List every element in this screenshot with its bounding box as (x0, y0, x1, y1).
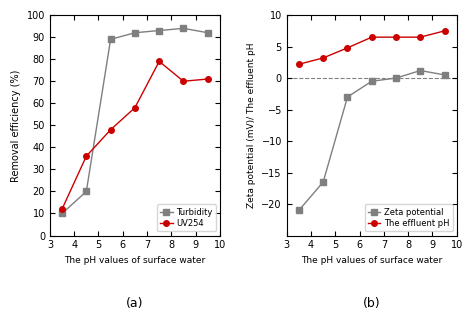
UV254 (181, 79, 186, 83)
Legend: Zeta potential, The effluent pH: Zeta potential, The effluent pH (365, 204, 453, 231)
Y-axis label: Removal efficiency (%): Removal efficiency (%) (11, 69, 21, 181)
Text: (a): (a) (126, 297, 144, 310)
Text: (b): (b) (363, 297, 381, 310)
Line: Turbidity: Turbidity (59, 25, 210, 216)
The effluent pH (393, 35, 399, 39)
The effluent pH (296, 62, 302, 66)
Y-axis label: Zeta potential (mV)/ The effluent pH: Zeta potential (mV)/ The effluent pH (247, 43, 256, 208)
The effluent pH (418, 35, 423, 39)
UV254 (156, 59, 162, 63)
Line: UV254: UV254 (59, 59, 210, 212)
UV254 (108, 128, 113, 132)
Line: Zeta potential: Zeta potential (296, 68, 447, 213)
X-axis label: The pH values of surface water: The pH values of surface water (64, 256, 206, 265)
Turbidity (132, 31, 138, 35)
The effluent pH (320, 56, 326, 60)
Line: The effluent pH: The effluent pH (296, 28, 447, 67)
Legend: Turbidity, UV254: Turbidity, UV254 (157, 204, 216, 231)
Zeta potential (296, 208, 302, 212)
The effluent pH (369, 35, 374, 39)
Zeta potential (393, 76, 399, 80)
Zeta potential (418, 69, 423, 72)
Turbidity (59, 212, 65, 215)
UV254 (59, 207, 65, 211)
Turbidity (83, 189, 89, 193)
UV254 (205, 77, 210, 81)
Zeta potential (369, 79, 374, 83)
Zeta potential (345, 95, 350, 99)
Turbidity (156, 28, 162, 32)
Zeta potential (320, 180, 326, 184)
Zeta potential (442, 73, 447, 77)
The effluent pH (345, 46, 350, 50)
Turbidity (108, 37, 113, 41)
The effluent pH (442, 29, 447, 33)
UV254 (132, 106, 138, 110)
Turbidity (181, 26, 186, 30)
X-axis label: The pH values of surface water: The pH values of surface water (301, 256, 442, 265)
UV254 (83, 154, 89, 158)
Turbidity (205, 31, 210, 35)
